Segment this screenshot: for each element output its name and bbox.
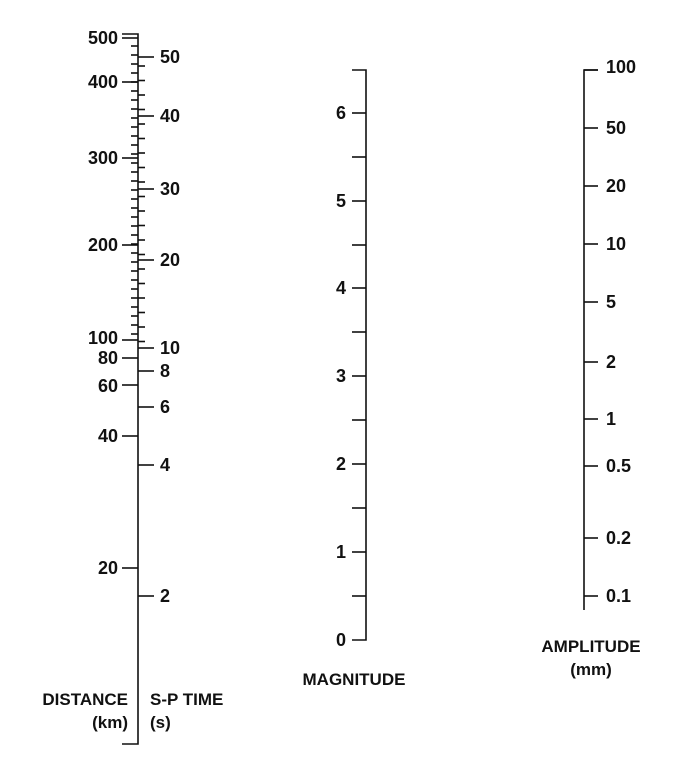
amplitude-label-1: 1	[606, 409, 616, 429]
distance-label-60: 60	[98, 376, 118, 396]
distance-title: DISTANCE	[42, 690, 128, 709]
distance-minor-ticks	[131, 45, 138, 335]
magnitude-title: MAGNITUDE	[303, 670, 406, 689]
sp-label-8: 8	[160, 361, 170, 381]
magnitude-label-6: 6	[336, 103, 346, 123]
distance-label-400: 400	[88, 72, 118, 92]
amplitude-label-0-2: 0.2	[606, 528, 631, 548]
amplitude-label-0-5: 0.5	[606, 456, 631, 476]
magnitude-label-0: 0	[336, 630, 346, 650]
magnitude-axis	[352, 69, 367, 641]
magnitude-label-2: 2	[336, 454, 346, 474]
magnitude-label-3: 3	[336, 366, 346, 386]
sp-label-4: 4	[160, 455, 170, 475]
magnitude-half-ticks	[352, 156, 366, 597]
sp-label-6: 6	[160, 397, 170, 417]
distance-label-200: 200	[88, 235, 118, 255]
sp-label-30: 30	[160, 179, 180, 199]
distance-label-20: 20	[98, 558, 118, 578]
distance-label-80: 80	[98, 348, 118, 368]
amplitude-label-2: 2	[606, 352, 616, 372]
amplitude-label-5: 5	[606, 292, 616, 312]
amplitude-label-0-1: 0.1	[606, 586, 631, 606]
amplitude-label-10: 10	[606, 234, 626, 254]
magnitude-label-4: 4	[336, 278, 346, 298]
sp-label-40: 40	[160, 106, 180, 126]
distance-label-100: 100	[88, 328, 118, 348]
magnitude-label-1: 1	[336, 542, 346, 562]
distance-sp-axis	[122, 33, 139, 745]
sp-time-unit: (s)	[150, 713, 171, 732]
amplitude-label-100: 100	[606, 57, 636, 77]
amplitude-unit: (mm)	[570, 660, 612, 679]
distance-label-300: 300	[88, 148, 118, 168]
sp-label-2: 2	[160, 586, 170, 606]
magnitude-label-5: 5	[336, 191, 346, 211]
amplitude-label-20: 20	[606, 176, 626, 196]
distance-label-500: 500	[88, 28, 118, 48]
sp-label-50: 50	[160, 47, 180, 67]
amplitude-title: AMPLITUDE	[541, 637, 640, 656]
distance-label-40: 40	[98, 426, 118, 446]
magnitude-scale: 6 5 4 3 2 1 0 MAGNITUDE	[303, 69, 406, 689]
sp-label-20: 20	[160, 250, 180, 270]
sp-time-title: S-P TIME	[150, 690, 223, 709]
amplitude-label-50: 50	[606, 118, 626, 138]
amplitude-axis	[583, 69, 598, 610]
sp-label-10: 10	[160, 338, 180, 358]
distance-sp-time-scale: 500 400 300 200 100 80 60 40 20 50 40 30…	[42, 28, 223, 745]
distance-unit: (km)	[92, 713, 128, 732]
amplitude-scale: 100 50 20 10 5 2 1 0.5 0.2 0.1 AMPLITUDE…	[541, 57, 640, 679]
sp-minor-ticks	[138, 65, 145, 343]
